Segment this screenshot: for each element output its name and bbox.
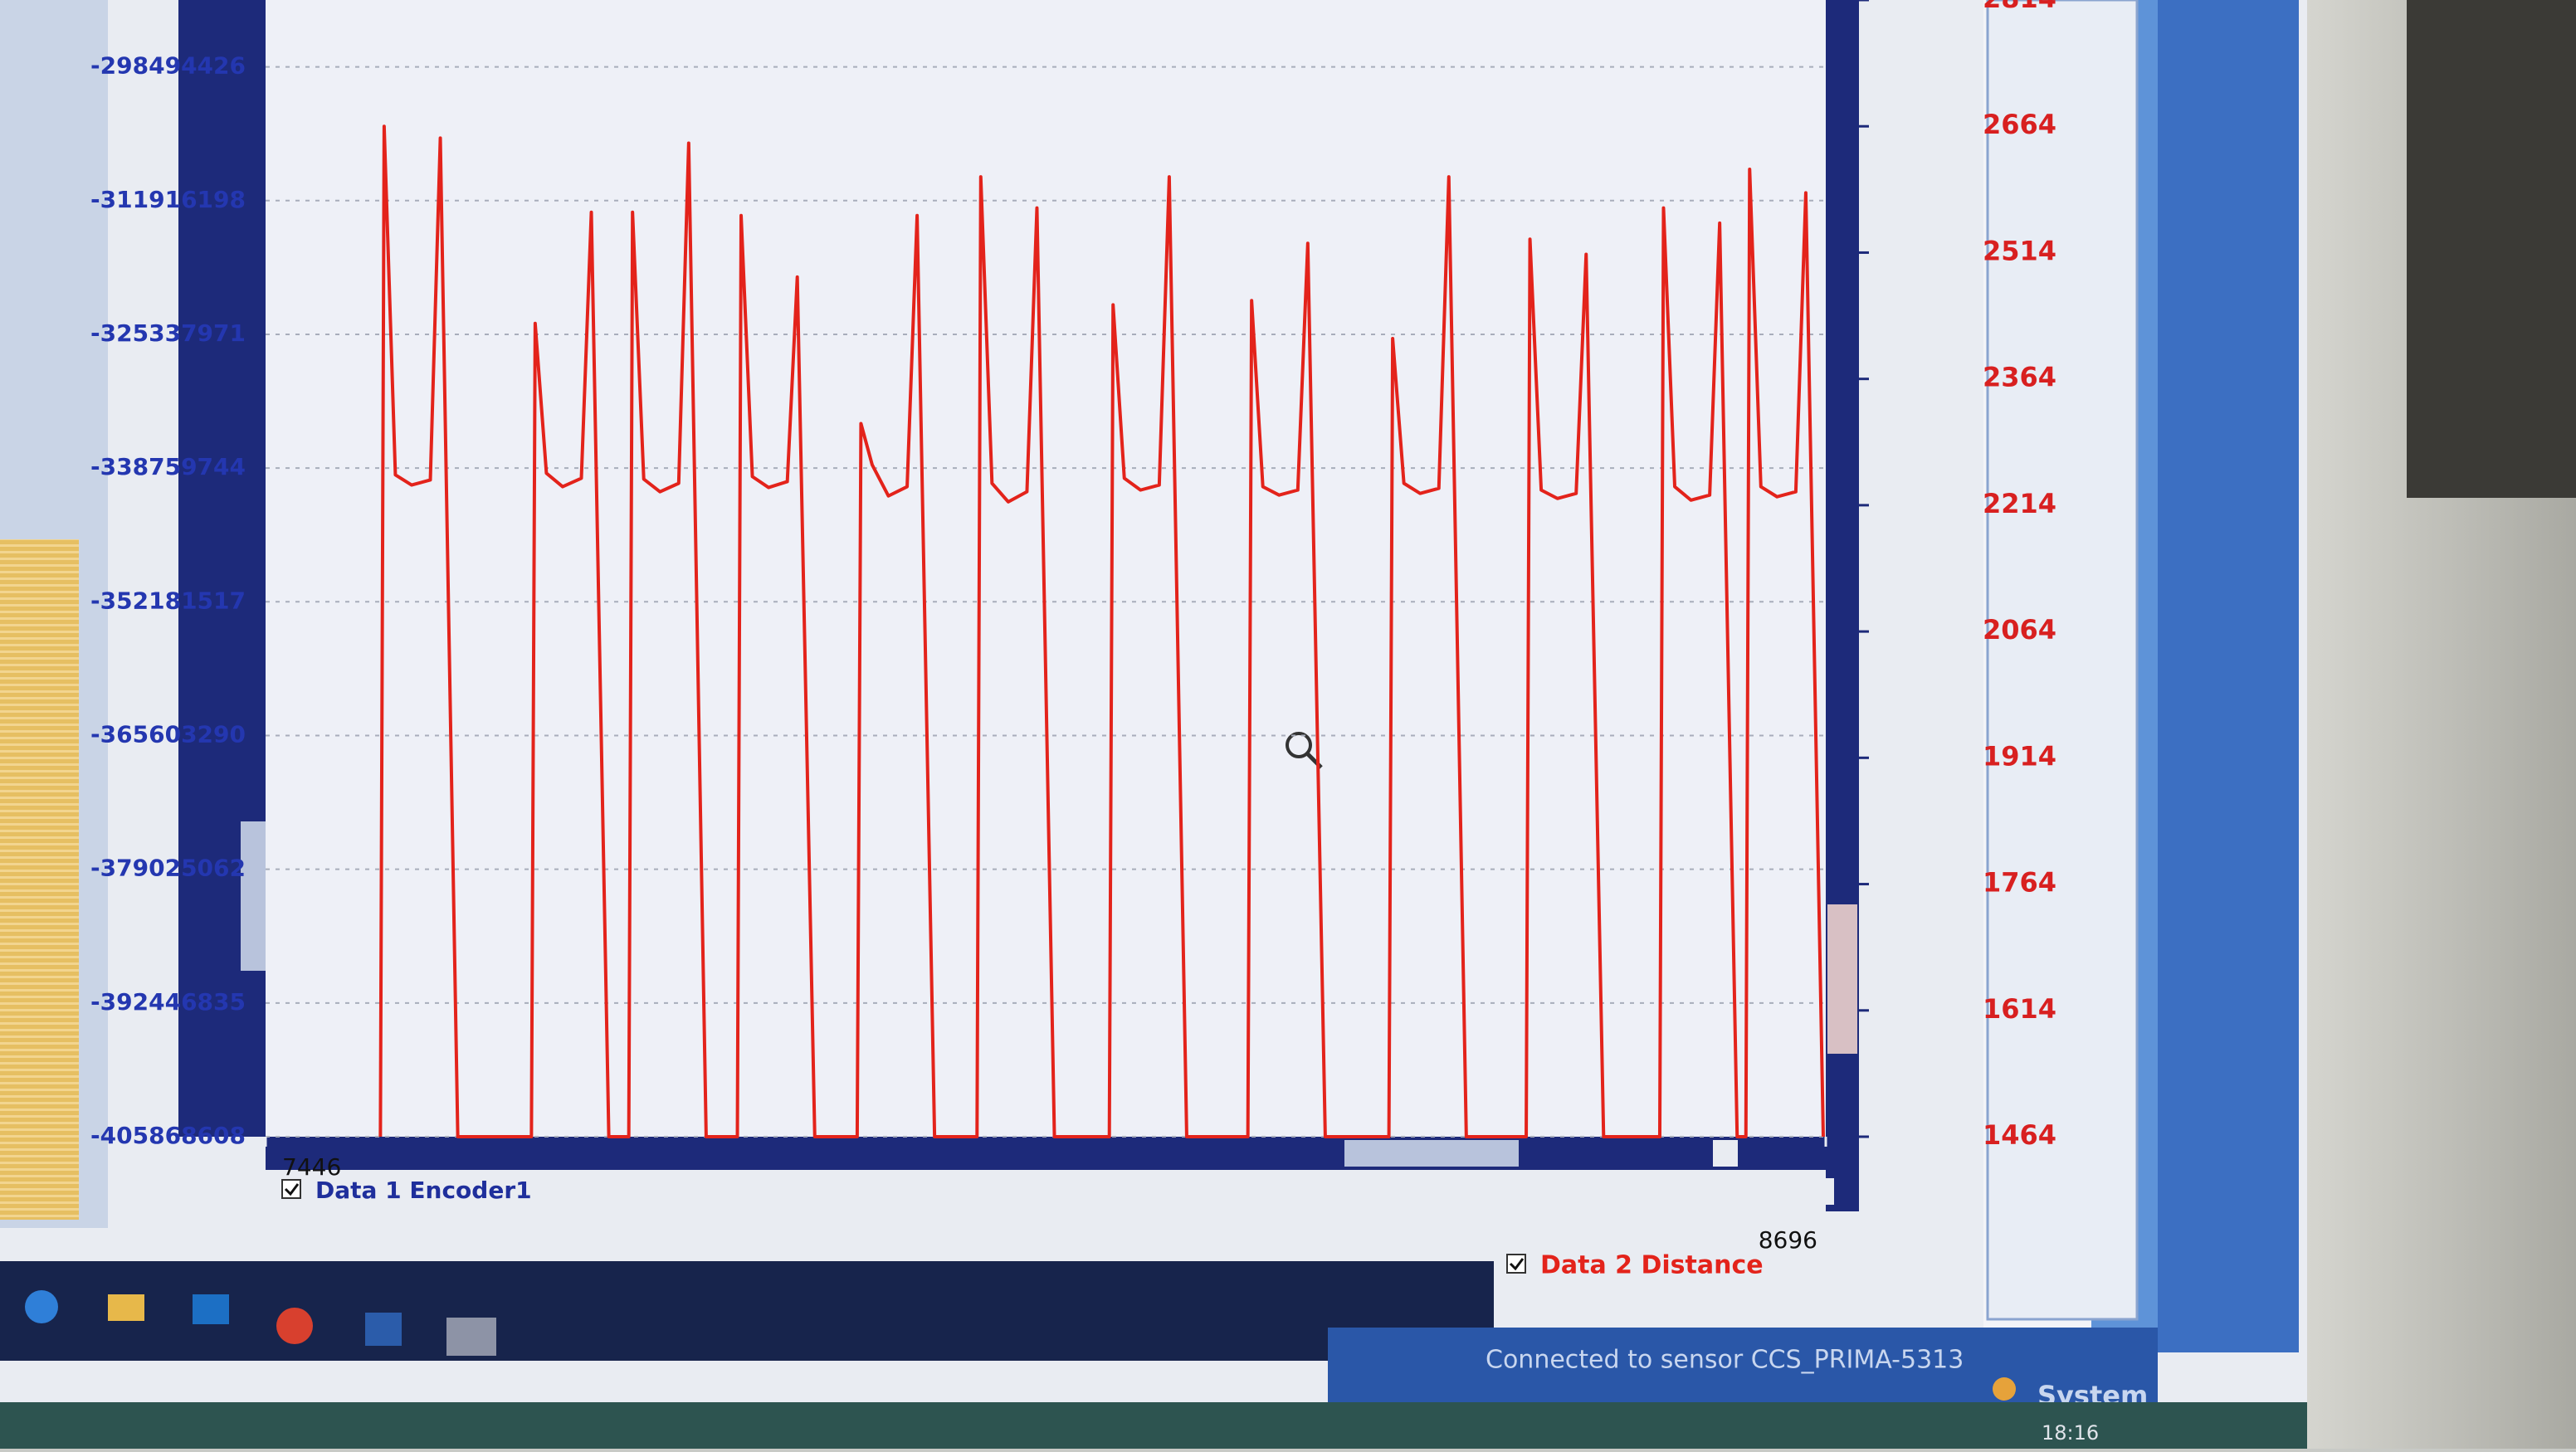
y-tick-label: -338759744: [90, 453, 246, 480]
status-text: Connected to sensor CCS_PRIMA-5313: [1486, 1346, 1964, 1375]
background-shelf: [2407, 0, 2576, 498]
data-line: [378, 124, 1825, 1138]
scroll-right[interactable]: [1713, 1140, 1738, 1167]
y-tick-label: -405868608: [90, 1122, 246, 1149]
bottom-frame: [266, 1137, 1842, 1170]
h-scroll-thumb[interactable]: [1344, 1140, 1519, 1167]
y-tick-label: -392446835: [90, 988, 246, 1016]
left-scroll-thumb[interactable]: [241, 821, 266, 971]
check: [1509, 1258, 1525, 1271]
app-icon[interactable]: [108, 1294, 144, 1321]
side-strip: [0, 539, 79, 1220]
checkbox[interactable]: [281, 1179, 301, 1199]
clock: 18:16: [2042, 1421, 2099, 1445]
desktop-bottom: [0, 1402, 2307, 1449]
y2-tick-label: 1464: [1983, 1119, 2056, 1151]
y2-tick-label: 1764: [1983, 867, 2056, 899]
y2-tick-label: 2814: [1983, 0, 2056, 14]
y2-tick-label: 2364: [1983, 362, 2056, 393]
y-tick-label: -365603290: [90, 720, 246, 748]
y-tick-label: -325337971: [90, 319, 246, 347]
right-scroll-thumb[interactable]: [1827, 904, 1857, 1054]
y2-tick-label: 2214: [1983, 488, 2056, 519]
status-bar: [1328, 1328, 2158, 1402]
y2-tick-label: 2064: [1983, 614, 2056, 646]
taskbar: [0, 1261, 1494, 1361]
y-tick-label: -352181517: [90, 587, 246, 614]
app-icon[interactable]: [276, 1308, 313, 1344]
y2-tick-label: 1914: [1983, 740, 2056, 772]
legend-label: Data 2 Distance: [1540, 1251, 1764, 1280]
app-icon[interactable]: [365, 1313, 402, 1346]
app-icon[interactable]: [25, 1290, 58, 1323]
y2-tick-label: 2664: [1983, 109, 2056, 140]
user-icon: [1993, 1377, 2016, 1401]
cursor: [1286, 732, 1312, 758]
right-panel-dark: [2158, 0, 2299, 1352]
plot-area: [266, 0, 1826, 1137]
right-pane: [1986, 0, 2139, 1321]
app-icon[interactable]: [446, 1318, 496, 1356]
checkbox[interactable]: [1506, 1254, 1526, 1274]
y2-tick-label: 2514: [1983, 235, 2056, 266]
legend-label: Data 1 Encoder1: [315, 1177, 532, 1204]
y-tick-label: -379025062: [90, 855, 246, 882]
x-tick-label: 8696: [1759, 1226, 1817, 1254]
x-tick-label: 7446: [282, 1153, 341, 1181]
app-icon[interactable]: [193, 1294, 229, 1324]
check: [284, 1183, 300, 1196]
y-tick-label: -298494426: [90, 52, 246, 80]
scroll-down[interactable]: [1809, 1178, 1834, 1205]
y-tick-label: -311916198: [90, 186, 246, 213]
y2-tick-label: 1614: [1983, 993, 2056, 1025]
